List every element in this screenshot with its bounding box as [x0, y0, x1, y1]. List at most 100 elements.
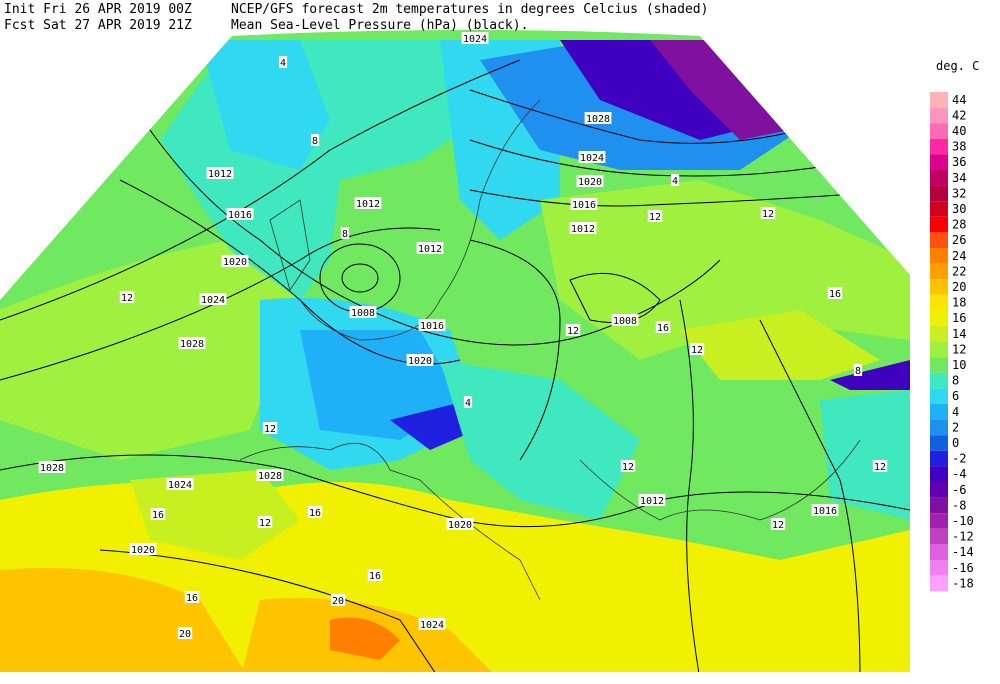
isobar-label-box	[226, 208, 254, 220]
isobar-label: 1012	[208, 169, 232, 180]
forecast-time: Fcst Sat 27 APR 2019 21Z	[4, 18, 192, 33]
legend-swatch	[930, 185, 948, 202]
map-subtitle: Mean Sea-Level Pressure (hPa) (black).	[231, 18, 528, 33]
legend-swatch	[930, 435, 948, 451]
isobar-label: 1012	[418, 244, 442, 255]
temperature-label: 16	[152, 510, 164, 521]
isobar-label: 1016	[228, 210, 252, 221]
temperature-label: 12	[567, 326, 579, 337]
legend-label: 20	[952, 280, 966, 294]
isobar-label: 1024	[168, 480, 192, 491]
temperature-label-box	[827, 287, 843, 299]
legend-swatch	[930, 357, 948, 373]
temperature-label-box	[150, 508, 166, 520]
legend-label: 42	[952, 108, 966, 122]
isobar-label: 1024	[463, 34, 487, 45]
temperature-label: 16	[186, 593, 198, 604]
temperature-label-box	[307, 506, 323, 518]
temperature-label-box	[278, 56, 288, 68]
isobar-label-box	[406, 354, 434, 366]
isobar-label-box	[584, 112, 612, 124]
temperature-label-box	[177, 627, 193, 639]
isobar-label-box	[446, 518, 474, 530]
isobar-label-box	[129, 543, 157, 555]
legend-label: 22	[952, 264, 966, 278]
legend-swatch	[930, 310, 948, 326]
legend-swatch	[930, 279, 948, 295]
isobar-label: 1016	[813, 506, 837, 517]
temperature-label: 12	[259, 518, 271, 529]
isobar-label-box	[38, 461, 66, 473]
isobar-label-box	[206, 167, 234, 179]
temperature-label-box	[872, 460, 888, 472]
init-time: Init Fri 26 APR 2019 00Z	[4, 2, 192, 17]
legend-label: 34	[952, 171, 966, 185]
temperature-label: 16	[657, 323, 669, 334]
legend-swatch	[930, 404, 948, 420]
temperature-label: 12	[762, 209, 774, 220]
isobar-label: 1028	[40, 463, 64, 474]
isobar-label-box	[638, 494, 666, 506]
legend-label: 28	[952, 218, 966, 232]
legend-swatch	[930, 482, 948, 498]
legend-label: 14	[952, 327, 966, 341]
temperature-label: 16	[309, 508, 321, 519]
temperature-label-box	[367, 569, 383, 581]
temperature-label-box	[670, 174, 680, 186]
isobar-label: 1016	[572, 200, 596, 211]
temperature-label: 8	[342, 229, 348, 240]
isobar-label: 1008	[351, 308, 375, 319]
temperature-label: 12	[121, 293, 133, 304]
legend: 4442403836343230282624222018161412108642…	[930, 92, 974, 592]
temperature-label: 12	[874, 462, 886, 473]
temperature-label: 8	[312, 136, 318, 147]
legend-swatch	[930, 263, 948, 280]
isobar-label-box	[576, 175, 604, 187]
temperature-label: 16	[369, 571, 381, 582]
isobar-label-box	[256, 469, 284, 481]
isobar-label-box	[570, 198, 598, 210]
legend-title: deg. C	[936, 59, 979, 73]
temperature-label: 12	[691, 345, 703, 356]
legend-label: -18	[952, 576, 974, 590]
isobar-label: 1020	[578, 177, 602, 188]
isobar-label-box	[199, 293, 227, 305]
temperature-label-box	[647, 210, 663, 222]
legend-label: -16	[952, 561, 974, 575]
isobar-label-box	[811, 504, 839, 516]
temperature-label-box	[565, 324, 581, 336]
isobar-label: 1028	[258, 471, 282, 482]
isobar-label-box	[354, 197, 382, 209]
isobar-label: 1028	[586, 114, 610, 125]
temperature-label-box	[310, 134, 320, 146]
legend-swatch	[930, 450, 948, 467]
isobar-label-box	[221, 255, 249, 267]
isobar-label-box	[578, 151, 606, 163]
temperature-label: 12	[622, 462, 634, 473]
legend-label: -8	[952, 498, 966, 512]
legend-swatch	[930, 107, 948, 124]
isobar-label-box	[461, 32, 489, 44]
legend-swatch	[930, 575, 948, 592]
legend-label: 2	[952, 420, 959, 434]
coastlines	[239, 99, 861, 601]
temperature-label-box	[340, 227, 350, 239]
isobar-label: 1028	[180, 339, 204, 350]
isobar-label-box	[416, 242, 444, 254]
legend-swatch	[930, 232, 948, 248]
legend-label: 10	[952, 358, 966, 372]
legend-label: 0	[952, 436, 959, 450]
isobar-label: 1020	[223, 257, 247, 268]
isobar-label: 1016	[420, 321, 444, 332]
isobar-label: 1012	[356, 199, 380, 210]
temperature-label-box	[770, 518, 786, 530]
temperature-label-box	[184, 591, 200, 603]
isobar-label-box	[178, 337, 206, 349]
legend-swatch	[930, 294, 948, 311]
temperature-label: 12	[649, 212, 661, 223]
isobar-label: 1012	[571, 224, 595, 235]
isobar-label-box	[611, 314, 639, 326]
isobar-label: 1024	[580, 153, 604, 164]
isobar-label: 1020	[131, 545, 155, 556]
